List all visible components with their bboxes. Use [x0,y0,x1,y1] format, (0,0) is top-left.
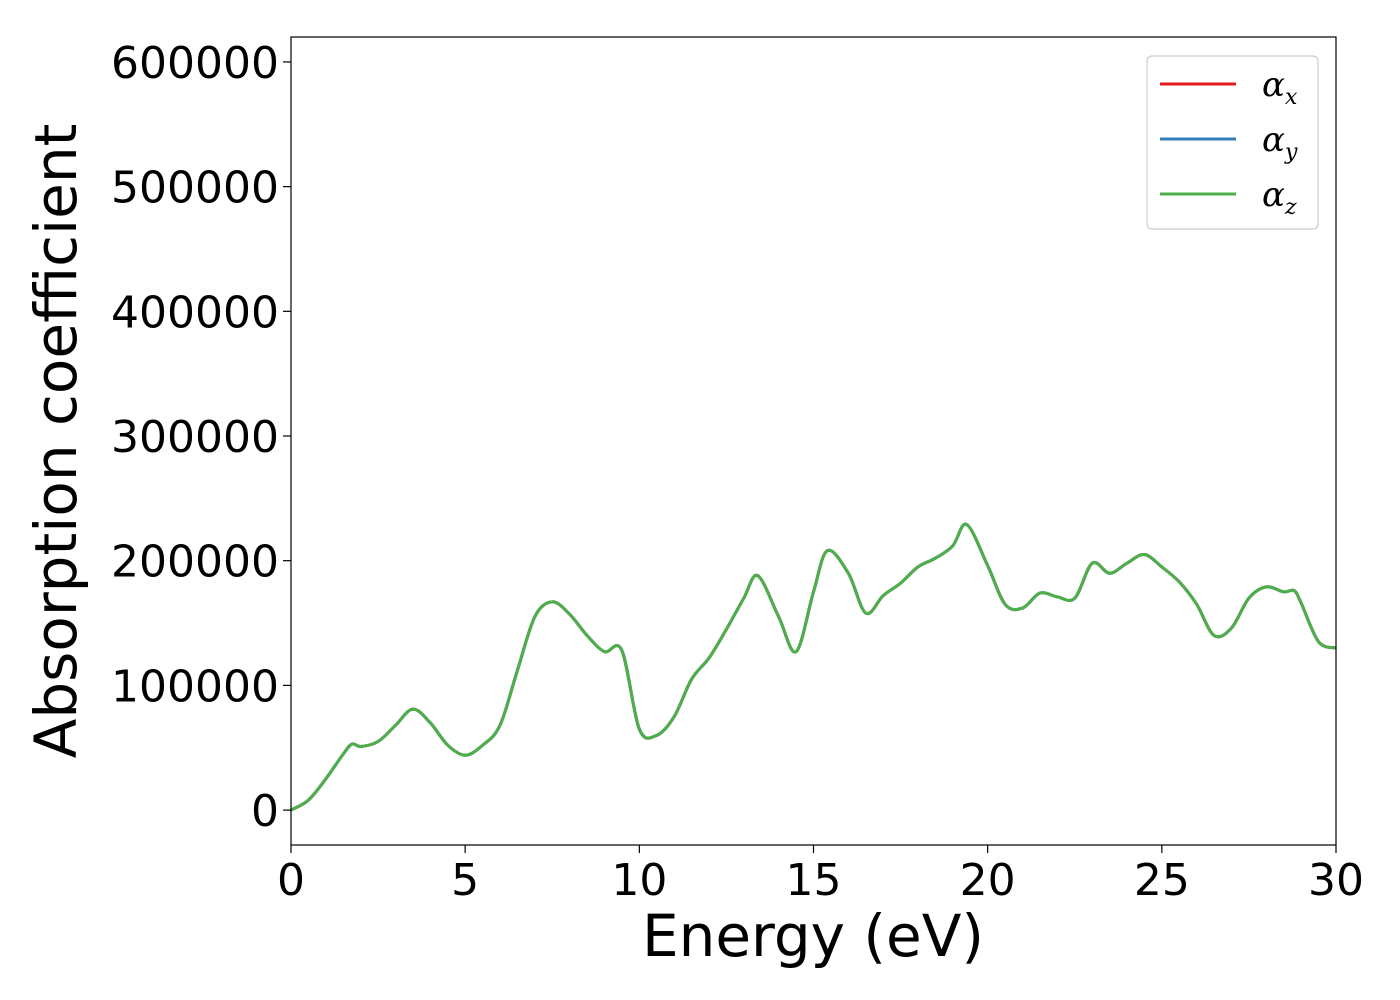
legend-label-z: αz [1262,175,1297,220]
x-tick-label: 0 [277,855,305,906]
y-tick-label: 600000 [111,38,279,89]
x-tick-label: 10 [611,855,667,906]
x-tick-label: 30 [1308,855,1364,906]
legend-label-y: αy [1262,120,1298,165]
series-line-x [290,522,1337,812]
plot-area-frame [290,36,1337,846]
legend: αx αy αz [1146,55,1319,230]
y-axis-label: Absorption coefficient [22,124,90,759]
series-line-y [290,522,1337,812]
y-axis-ticks: 0 100000 200000 300000 400000 500000 600000 [111,38,291,837]
x-tick-label: 15 [786,855,842,906]
x-tick-label: 5 [451,855,479,906]
series-line-z [290,522,1337,812]
x-axis-ticks: 0 5 10 15 20 25 30 [277,845,1364,906]
x-axis-label: Energy (eV) [642,902,984,970]
y-tick-label: 500000 [111,163,279,214]
series-lines [290,522,1337,812]
legend-label-x: αx [1262,65,1298,110]
y-tick-label: 400000 [111,287,279,338]
y-tick-label: 100000 [111,661,279,712]
legend-box [1146,55,1319,230]
legend-entries: αx αy αz [1160,65,1298,220]
x-tick-label: 25 [1134,855,1190,906]
y-tick-label: 0 [251,786,279,837]
y-tick-label: 200000 [111,537,279,588]
x-tick-label: 20 [960,855,1016,906]
y-tick-label: 300000 [111,412,279,463]
